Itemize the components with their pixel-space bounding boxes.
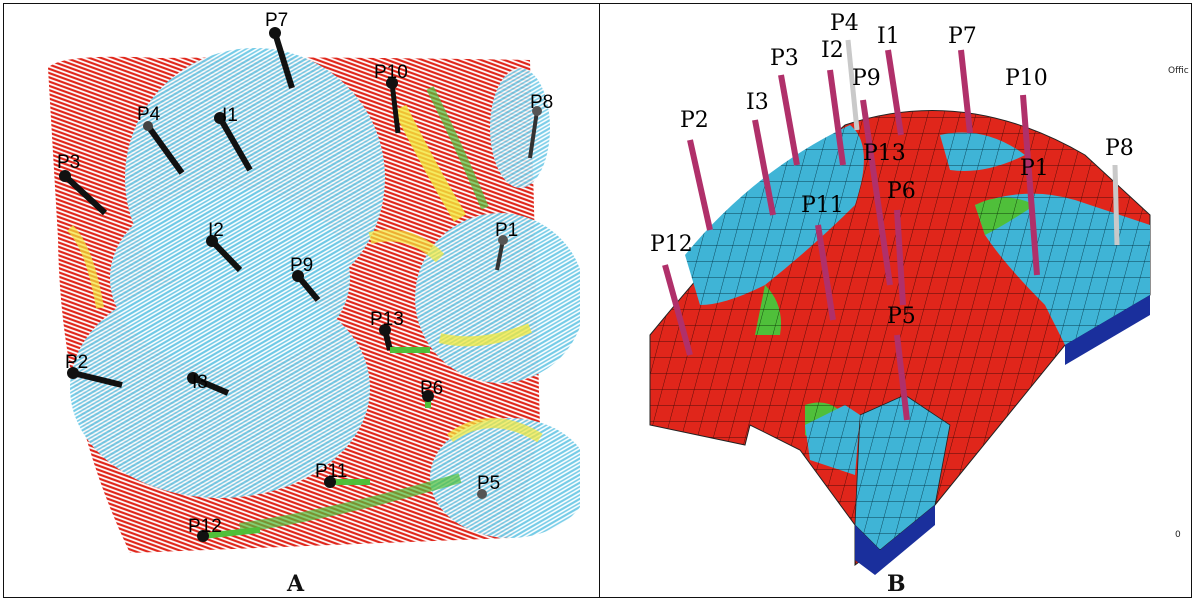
- well-label-p12: P12: [188, 516, 222, 537]
- well-b-label-p8: P8: [1105, 136, 1134, 161]
- well-b-label-p13: P13: [863, 141, 906, 166]
- well-p1: P1: [495, 220, 518, 271]
- well-b-p13: P13: [863, 141, 906, 166]
- well-i1: I1: [214, 105, 253, 172]
- well-b-p9: P9: [852, 66, 893, 286]
- well-b-p2: P2: [680, 108, 713, 231]
- well-b-p1: P1: [1020, 156, 1049, 181]
- well-b-p3: P3: [770, 46, 800, 166]
- well-b-p6: P6: [887, 179, 916, 306]
- well-b-p11: P11: [801, 193, 844, 321]
- streamline-map-canvas: P7 P10 P8 P4 I1 P3 I: [48, 10, 580, 553]
- well-label-i3: I3: [192, 372, 208, 393]
- well-b-i2: I2: [821, 38, 846, 166]
- well-p11: P11: [315, 461, 370, 488]
- well-b-label-p11: P11: [801, 193, 844, 218]
- well-label-p8: P8: [530, 92, 553, 113]
- well-p3: P3: [57, 152, 108, 216]
- small-zero-mark: 0: [1175, 530, 1181, 540]
- well-b-p7: P7: [948, 24, 977, 134]
- well-b-p10: P10: [1005, 66, 1048, 276]
- well-b-p12: P12: [650, 232, 693, 356]
- well-b-i3: I3: [746, 90, 776, 216]
- well-p4: P4: [137, 104, 185, 175]
- well-b-label-p2: P2: [680, 108, 709, 133]
- well-b-label-i1: I1: [877, 24, 900, 49]
- well-p12: P12: [188, 516, 261, 542]
- well-p13: P13: [370, 309, 430, 353]
- well-label-i2: I2: [208, 220, 224, 241]
- well-b-label-p9: P9: [852, 66, 881, 91]
- well-b-label-i2: I2: [821, 38, 844, 63]
- well-label-p6: P6: [420, 378, 443, 399]
- well-b-i1: I1: [877, 24, 904, 136]
- well-i2: I2: [206, 220, 243, 273]
- well-b-label-p4: P4: [830, 11, 859, 36]
- well-b-label-p1: P1: [1020, 156, 1049, 181]
- well-label-p9: P9: [290, 255, 313, 276]
- panel-a-label: A: [287, 571, 305, 597]
- well-b-label-p10: P10: [1005, 66, 1048, 91]
- well-label-p1: P1: [495, 220, 518, 241]
- well-b-label-p12: P12: [650, 232, 693, 257]
- well-label-p11: P11: [315, 461, 347, 482]
- well-b-p5: P5: [887, 304, 916, 421]
- well-label-p7: P7: [265, 10, 288, 31]
- figure-frame: [3, 3, 1192, 598]
- well-b-p8: P8: [1105, 136, 1134, 246]
- panel-b-label: B: [887, 571, 906, 597]
- well-i3: I3: [187, 372, 230, 396]
- well-p2: P2: [65, 352, 123, 388]
- well-p8: P8: [528, 92, 553, 159]
- well-label-p2: P2: [65, 352, 88, 373]
- panel-divider: [599, 3, 600, 598]
- well-p9: P9: [290, 255, 321, 302]
- well-b-label-p7: P7: [948, 24, 977, 49]
- well-label-i1: I1: [222, 105, 238, 126]
- office-watermark: Office: [1168, 66, 1189, 76]
- well-p6: P6: [420, 378, 443, 408]
- well-p10: P10: [374, 62, 408, 134]
- well-b-label-p6: P6: [887, 179, 916, 204]
- well-p5: P5: [477, 473, 500, 499]
- well-label-p13: P13: [370, 309, 404, 330]
- well-b-label-p3: P3: [770, 46, 799, 71]
- well-b-p4: P4: [830, 11, 860, 131]
- well-p7: P7: [265, 10, 295, 89]
- well-label-p4: P4: [137, 104, 161, 125]
- well-label-p5: P5: [477, 473, 500, 494]
- well-label-p10: P10: [374, 62, 408, 83]
- well-b-label-p5: P5: [887, 304, 916, 329]
- well-b-label-i3: I3: [746, 90, 769, 115]
- panel-a-streamline-map: P7 P10 P8 P4 I1 P3 I: [40, 8, 580, 568]
- grid-model-canvas: P4 I1 P7 P3 I2 P9 I3 P10: [649, 11, 1189, 575]
- well-label-p3: P3: [57, 152, 80, 173]
- panel-b-3d-grid-model: P4 I1 P7 P3 I2 P9 I3 P10: [605, 5, 1189, 595]
